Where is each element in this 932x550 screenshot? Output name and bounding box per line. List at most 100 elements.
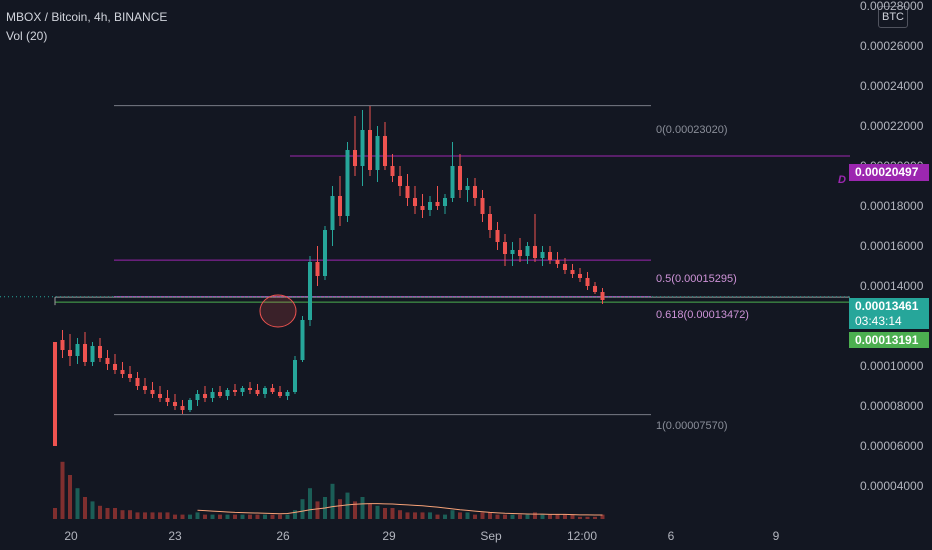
volume-ma-line (197, 503, 603, 516)
candle (90, 342, 95, 366)
candle (255, 384, 260, 396)
volume-bar (458, 512, 462, 519)
fib-label-0-618: 0.618(0.00013472) (656, 309, 749, 321)
volume-bar (315, 501, 320, 519)
volume-bar (548, 514, 552, 519)
volume-bar (428, 512, 432, 519)
volume-bar (113, 508, 117, 519)
candle (488, 206, 492, 238)
price-tick-label: 0.00004000 (860, 479, 924, 493)
candle (578, 268, 582, 282)
highlight-ellipse[interactable] (259, 294, 297, 328)
volume-bar (60, 461, 65, 519)
price-tick-label: 0.00008000 (860, 399, 924, 413)
volume-bar (555, 514, 560, 519)
volume-bar (53, 508, 57, 519)
volume-bar (353, 501, 357, 519)
candle (375, 126, 380, 182)
volume-bar (480, 512, 485, 519)
alert-price-badge[interactable]: 0.00020497 (849, 164, 929, 181)
price-tick-label: 0.00018000 (860, 199, 924, 213)
volume-bar (375, 505, 380, 519)
price-tick-label: 0.00026000 (860, 39, 924, 53)
level-price-badge[interactable]: 0.00013191 (849, 332, 929, 348)
volume-bar (533, 512, 537, 519)
volume-bar (210, 514, 215, 519)
candle (233, 384, 237, 396)
candle (83, 332, 87, 366)
candles-layer (53, 106, 605, 446)
volume-bar (218, 514, 222, 519)
candle (75, 338, 80, 364)
candle (345, 142, 350, 222)
volume-bar (563, 514, 567, 519)
candle (143, 378, 147, 394)
candle (413, 186, 417, 214)
candle (278, 386, 282, 398)
candle (218, 386, 222, 398)
volume-bar (225, 514, 230, 519)
volume-bar (143, 512, 147, 519)
volume-layer (53, 461, 605, 519)
candle (105, 350, 110, 370)
candle (128, 366, 132, 382)
candle (555, 252, 560, 268)
volume-bar (203, 514, 207, 519)
volume-bar (90, 501, 95, 519)
price-tick-label: 0.00014000 (860, 279, 924, 293)
volume-indicator-label[interactable]: Vol (20) (6, 29, 48, 43)
volume-bar (165, 512, 170, 519)
volume-bar (330, 483, 335, 519)
candle (180, 400, 185, 414)
candle (158, 386, 162, 402)
candle (173, 394, 177, 410)
volume-bar (525, 514, 530, 519)
volume-bar (338, 499, 342, 519)
candle (525, 242, 530, 264)
volume-bar (188, 514, 192, 519)
volume-bar (75, 488, 80, 519)
volume-bar (570, 514, 575, 519)
volume-bar (173, 514, 177, 519)
volume-bar (248, 514, 252, 519)
annotations-layer[interactable] (259, 294, 297, 328)
price-tick-label: 0.00022000 (860, 119, 924, 133)
volume-bar (413, 512, 417, 519)
candle (480, 190, 485, 222)
candle (368, 106, 372, 176)
candle (533, 214, 537, 262)
alert-marker[interactable]: D (838, 174, 846, 186)
last-price-badge: 0.00013461 (849, 298, 929, 314)
candle (353, 116, 357, 176)
candle (240, 386, 245, 396)
bar-countdown: 03:43:14 (849, 314, 929, 329)
fib-label-1: 1(0.00007570) (656, 420, 728, 432)
volume-bar (465, 512, 470, 519)
time-tick-label: 9 (772, 529, 780, 543)
volume-bar (158, 512, 162, 519)
candle (165, 390, 170, 406)
time-tick-label: 23 (168, 529, 182, 543)
volume-bar (255, 514, 260, 519)
currency-button[interactable]: BTC (878, 6, 908, 28)
candle (428, 196, 432, 216)
candle (188, 398, 192, 412)
candle (285, 390, 290, 400)
volume-bar (180, 514, 185, 519)
volume-bar (150, 512, 155, 519)
candle (203, 386, 207, 402)
time-tick-label: 12:00 (566, 529, 598, 543)
candle (503, 234, 507, 266)
volume-bar (578, 516, 582, 519)
candle (53, 342, 57, 446)
time-tick-label: 26 (276, 529, 290, 543)
volume-bar (510, 514, 515, 519)
fib-retracement-tool[interactable] (114, 105, 651, 416)
volume-bar (263, 514, 267, 519)
volume-bar (83, 497, 87, 519)
volume-bar (360, 497, 365, 519)
candle (465, 178, 470, 202)
volume-bar (450, 510, 455, 519)
volume-bar (128, 510, 132, 519)
